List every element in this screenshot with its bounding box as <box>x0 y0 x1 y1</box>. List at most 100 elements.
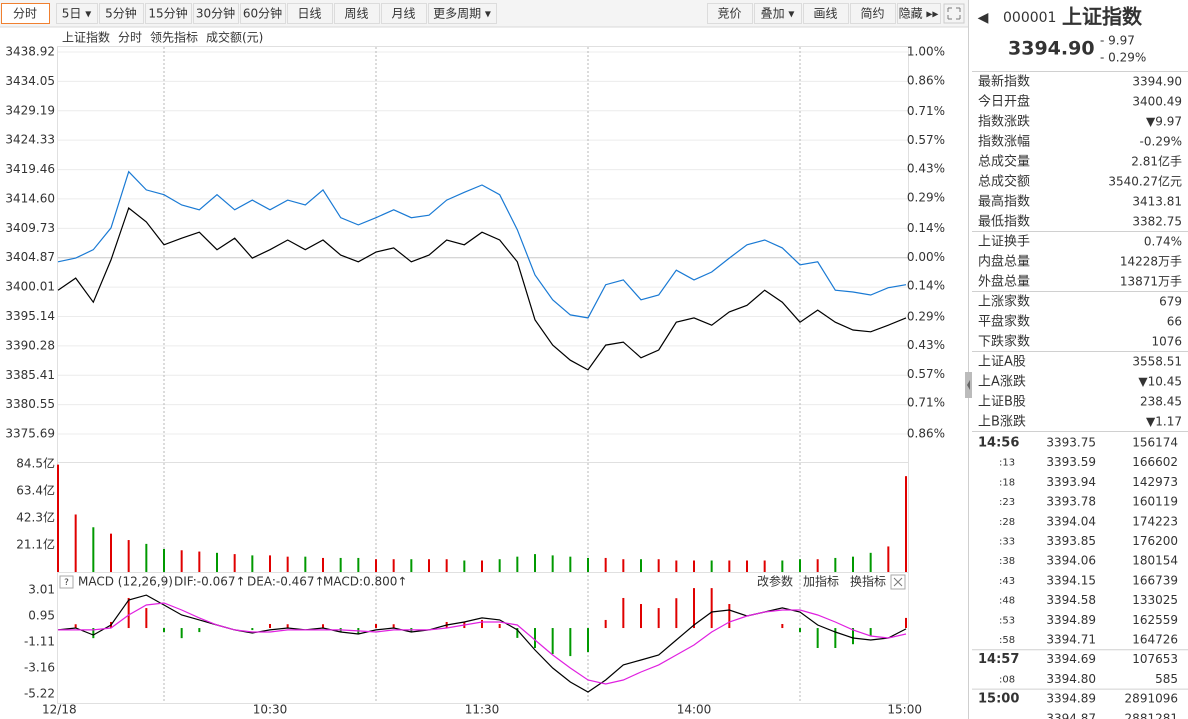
volume-bar <box>127 540 130 572</box>
fullscreen-icon <box>947 7 961 20</box>
volume-bar <box>445 559 448 572</box>
x-tick-label: 12/18 <box>42 703 77 717</box>
trade-time: :43 <box>999 576 1015 587</box>
toolbar-button-label[interactable]: 5日 ▾ <box>62 7 91 21</box>
trade-time: :38 <box>999 556 1015 567</box>
y2-tick-label: 0.43% <box>907 338 945 352</box>
trade-time: :33 <box>999 537 1015 548</box>
macd-tick-label: -5.22 <box>24 687 55 701</box>
fullscreen-button[interactable] <box>943 3 965 24</box>
volume-bar <box>852 556 854 572</box>
toolbar-button[interactable] <box>99 3 144 24</box>
stat-value: ▼9.97 <box>1146 115 1182 129</box>
trade-price: 3393.59 <box>1046 455 1096 469</box>
y-tick-label: 3424.33 <box>5 133 55 147</box>
volume-bar <box>816 559 819 572</box>
volume-bar <box>728 560 731 572</box>
macd-label: DIF:-0.067↑ <box>174 575 246 589</box>
trade-time: :53 <box>999 615 1015 626</box>
toolbar-button[interactable] <box>56 3 98 24</box>
y-tick-label: 3380.55 <box>5 397 55 411</box>
toolbar-button-label[interactable]: 分时 <box>13 7 37 21</box>
trade-volume: 164726 <box>1132 633 1178 647</box>
volume-bar <box>887 546 890 572</box>
stat-label: 指数涨幅 <box>978 135 1030 150</box>
volume-bar <box>799 559 801 572</box>
volume-bar <box>163 548 165 572</box>
quote-change: - 9.97 <box>1100 34 1135 48</box>
trade-volume: 585 <box>1155 672 1178 686</box>
toolbar-button[interactable] <box>240 3 286 24</box>
macd-close-icon <box>893 577 903 587</box>
trade-time: :13 <box>999 458 1015 469</box>
price-line <box>57 207 907 371</box>
trade-time: :18 <box>999 477 1015 488</box>
toolbar-button-label[interactable]: 月线 <box>391 7 415 21</box>
toolbar-button[interactable] <box>145 3 192 24</box>
toolbar-button[interactable] <box>381 3 427 24</box>
toolbar-button-label[interactable]: 日线 <box>297 7 321 21</box>
y-tick-label: 3395.14 <box>5 309 55 323</box>
macd-close[interactable] <box>890 574 906 590</box>
legend-item: 分时 <box>118 31 142 45</box>
toolbar-button-label[interactable]: 画线 <box>813 7 837 21</box>
toolbar-button-label[interactable]: 叠加 ▾ <box>761 7 795 21</box>
macd-button[interactable]: 改参数 <box>757 574 793 589</box>
toolbar-button[interactable] <box>707 3 753 24</box>
toolbar-button[interactable] <box>287 3 333 24</box>
toolbar-button[interactable] <box>803 3 849 24</box>
stat-value: 679 <box>1159 295 1182 309</box>
y2-tick-label: 0.29% <box>907 309 945 323</box>
trade-price: 3393.78 <box>1046 495 1096 509</box>
y2-tick-label: 0.86% <box>907 73 945 87</box>
y-tick-label: 3419.46 <box>5 162 55 176</box>
volume-bar <box>216 552 218 572</box>
toolbar-button-label[interactable]: 5分钟 <box>105 6 137 21</box>
toolbar-button-label[interactable]: 更多周期 ▾ <box>433 7 491 21</box>
toolbar-button-label[interactable]: 15分钟 <box>148 6 187 21</box>
stat-value: 3394.90 <box>1132 75 1182 89</box>
toolbar-button[interactable] <box>428 3 497 24</box>
toolbar-button[interactable] <box>193 3 239 24</box>
stat-label: 上A涨跌 <box>978 374 1026 390</box>
y2-tick-label: 0.29% <box>907 190 945 204</box>
toolbar-button-label[interactable]: 隐藏 ▸▸ <box>899 7 939 21</box>
stat-value: ▼10.45 <box>1138 375 1182 389</box>
volume-bar <box>251 555 254 572</box>
macd-tick-label: -3.16 <box>24 660 55 674</box>
trade-time: :48 <box>999 596 1015 607</box>
toolbar-button[interactable] <box>850 3 896 24</box>
toolbar-button-label[interactable]: 竞价 <box>717 7 741 21</box>
back-arrow[interactable]: ◀ <box>978 10 989 26</box>
y-tick-label: 3390.28 <box>5 338 55 352</box>
trade-price: 3393.85 <box>1046 534 1096 548</box>
toolbar-button-label[interactable]: 60分钟 <box>243 6 282 21</box>
volume-tick-label: 84.5亿 <box>16 456 55 471</box>
macd-help[interactable] <box>59 575 74 589</box>
volume-tick-label: 42.3亿 <box>16 509 55 524</box>
trade-price: 3393.94 <box>1046 475 1096 489</box>
volume-bar <box>657 559 660 572</box>
toolbar-button-label[interactable]: 30分钟 <box>196 6 235 21</box>
stat-label: 最高指数 <box>978 194 1030 210</box>
toolbar-button[interactable] <box>754 3 802 24</box>
toolbar-button[interactable] <box>897 3 941 24</box>
trade-volume: 166739 <box>1132 573 1178 587</box>
stat-label: 平盘家数 <box>978 314 1030 330</box>
volume-bar <box>304 556 307 572</box>
stat-label: 上证B股 <box>978 395 1026 410</box>
macd-button[interactable]: 换指标 <box>850 574 886 589</box>
y-tick-label: 3385.41 <box>5 368 55 382</box>
volume-bar <box>834 557 837 572</box>
toolbar-button-label[interactable]: 周线 <box>344 7 368 21</box>
toolbar-button[interactable] <box>334 3 380 24</box>
toolbar-button[interactable] <box>1 3 50 24</box>
legend-item: 上证指数 <box>62 30 110 45</box>
toolbar-button-label[interactable]: 简约 <box>860 6 884 21</box>
trade-time: :28 <box>999 517 1015 528</box>
trade-price: 3394.89 <box>1046 692 1096 706</box>
macd-pane <box>57 572 909 704</box>
volume-bar <box>869 552 872 572</box>
trade-price: 3394.87 <box>1046 711 1096 719</box>
macd-button[interactable]: 加指标 <box>803 574 839 589</box>
